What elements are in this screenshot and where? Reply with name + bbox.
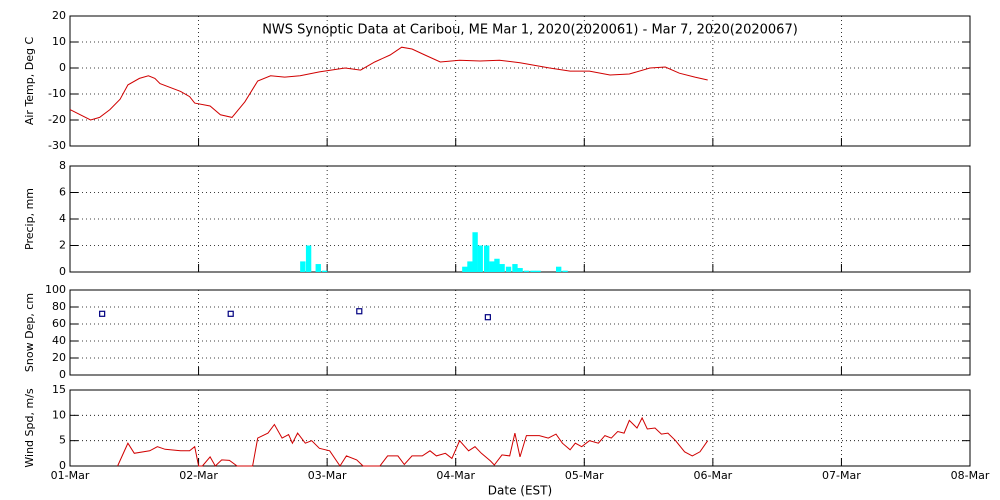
y-tick-label: 0 bbox=[59, 368, 66, 381]
x-tick-label: 03-Mar bbox=[308, 469, 347, 482]
bar bbox=[562, 270, 568, 272]
bar bbox=[305, 245, 312, 272]
point bbox=[356, 308, 363, 315]
x-tick-label: 05-Mar bbox=[565, 469, 604, 482]
bar bbox=[489, 261, 495, 272]
y-tick-label: 4 bbox=[59, 212, 66, 225]
y-axis-label: Precip, mm bbox=[23, 188, 36, 250]
y-axis-label: Wind Spd, m/s bbox=[23, 388, 36, 468]
y-axis-label: Air Temp, Deg C bbox=[23, 37, 36, 126]
y-tick-label: -10 bbox=[48, 87, 66, 100]
y-tick-label: 8 bbox=[59, 159, 66, 172]
x-tick-label: 01-Mar bbox=[51, 469, 90, 482]
x-axis-label: Date (EST) bbox=[488, 484, 552, 498]
point bbox=[227, 310, 234, 317]
bar bbox=[535, 270, 541, 272]
bar bbox=[556, 266, 562, 272]
x-tick-label: 06-Mar bbox=[693, 469, 732, 482]
y-tick-label: 20 bbox=[52, 9, 66, 22]
x-tick-label: 07-Mar bbox=[822, 469, 861, 482]
point bbox=[484, 314, 491, 321]
y-tick-label: 40 bbox=[52, 334, 66, 347]
y-tick-label: 100 bbox=[45, 283, 66, 296]
y-tick-label: 0 bbox=[59, 61, 66, 74]
bar bbox=[472, 232, 478, 272]
y-tick-label: 80 bbox=[52, 300, 66, 313]
point bbox=[99, 310, 106, 317]
bar bbox=[512, 264, 518, 272]
y-tick-label: 10 bbox=[52, 35, 66, 48]
bar bbox=[467, 261, 473, 272]
bar bbox=[530, 270, 536, 272]
plot-frame bbox=[69, 389, 971, 467]
bar bbox=[499, 264, 505, 272]
chart-title: NWS Synoptic Data at Caribou, ME Mar 1, … bbox=[262, 23, 798, 38]
plot-frame bbox=[69, 289, 971, 376]
x-tick-label: 04-Mar bbox=[436, 469, 475, 482]
y-tick-label: 5 bbox=[59, 434, 66, 447]
y-tick-label: -20 bbox=[48, 113, 66, 126]
y-tick-label: 0 bbox=[59, 265, 66, 278]
bar bbox=[477, 245, 483, 272]
bar bbox=[315, 264, 321, 272]
y-tick-label: 15 bbox=[52, 383, 66, 396]
y-axis-label: Snow Dep, cm bbox=[23, 293, 36, 372]
bar bbox=[505, 266, 512, 272]
x-tick-label: 02-Mar bbox=[179, 469, 218, 482]
y-tick-label: 60 bbox=[52, 317, 66, 330]
data-line bbox=[117, 416, 709, 467]
bar bbox=[322, 270, 328, 272]
y-tick-label: 0 bbox=[59, 459, 66, 472]
bar bbox=[462, 266, 468, 272]
bar bbox=[494, 258, 500, 272]
y-tick-label: 2 bbox=[59, 239, 66, 252]
y-tick-label: 20 bbox=[52, 351, 66, 364]
y-tick-label: 10 bbox=[52, 408, 66, 421]
x-tick-label: 08-Mar bbox=[951, 469, 990, 482]
y-tick-label: 6 bbox=[59, 186, 66, 199]
y-tick-label: -30 bbox=[48, 139, 66, 152]
data-line bbox=[69, 46, 708, 121]
bar bbox=[484, 245, 490, 272]
bar bbox=[523, 270, 530, 272]
bar bbox=[517, 268, 523, 272]
bar bbox=[300, 261, 306, 272]
